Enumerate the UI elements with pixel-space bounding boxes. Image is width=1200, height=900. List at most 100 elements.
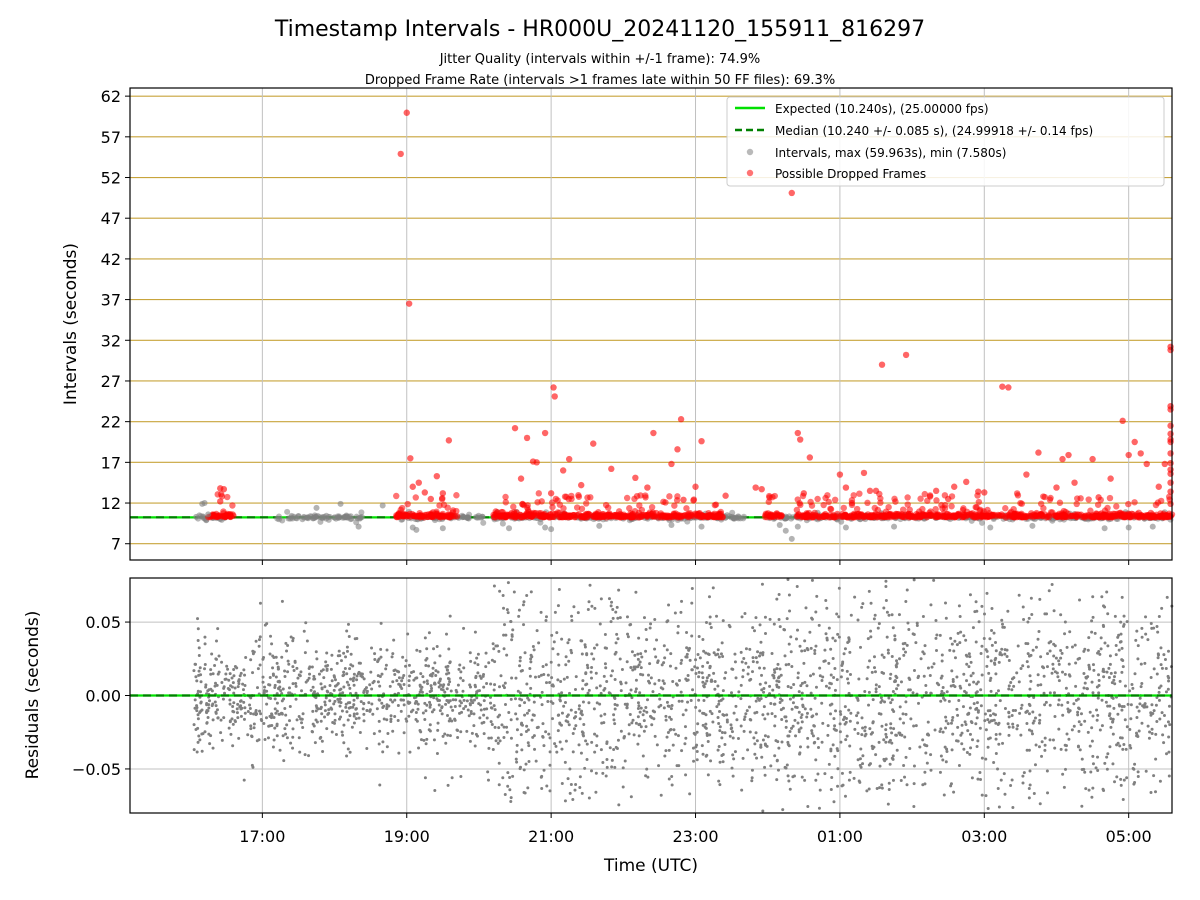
residual-point xyxy=(288,719,292,723)
residual-point xyxy=(765,744,769,748)
dropped-frame-point xyxy=(997,512,1004,519)
residual-point xyxy=(1155,696,1159,700)
residual-point xyxy=(760,688,764,692)
residual-point xyxy=(748,730,752,734)
residual-point xyxy=(565,675,569,679)
residual-point xyxy=(1097,683,1101,687)
residual-point xyxy=(702,684,706,688)
residual-point xyxy=(787,779,791,783)
residual-point xyxy=(859,747,863,751)
residual-point xyxy=(755,739,759,743)
residual-point xyxy=(273,707,277,711)
dropped-frame-point xyxy=(415,479,422,486)
residual-point xyxy=(275,701,279,705)
residual-point xyxy=(413,701,417,705)
residual-point xyxy=(637,663,641,667)
residual-point xyxy=(810,729,814,733)
residual-point xyxy=(968,655,972,659)
residual-point xyxy=(289,635,293,639)
residual-point xyxy=(1052,691,1056,695)
residual-point xyxy=(1122,778,1126,782)
residual-point xyxy=(649,622,653,626)
residual-point xyxy=(681,713,685,717)
residual-point xyxy=(503,792,507,796)
residual-point xyxy=(1144,615,1148,619)
residual-point xyxy=(867,589,871,593)
residual-point xyxy=(514,712,518,716)
dropped-frame-point xyxy=(541,512,548,519)
residual-point xyxy=(312,677,316,681)
residual-point xyxy=(408,674,412,678)
residual-point xyxy=(407,684,411,688)
residual-point xyxy=(1033,716,1037,720)
residual-point xyxy=(502,725,506,729)
residual-point xyxy=(524,729,528,733)
residual-point xyxy=(690,634,694,638)
residual-point xyxy=(1096,768,1100,772)
residual-point xyxy=(1129,717,1133,721)
residual-point xyxy=(1012,684,1016,688)
residual-point xyxy=(199,673,203,677)
residual-point xyxy=(503,681,507,685)
residual-point xyxy=(776,662,780,666)
residual-point xyxy=(704,726,708,730)
residual-point xyxy=(685,652,689,656)
residual-point xyxy=(1015,727,1019,731)
residual-point xyxy=(742,657,746,661)
residual-point xyxy=(482,707,486,711)
residual-point xyxy=(1037,721,1041,725)
residual-point xyxy=(495,644,499,648)
residual-point xyxy=(1122,624,1126,628)
residual-point xyxy=(476,663,480,667)
residual-point xyxy=(636,706,640,710)
residual-point xyxy=(548,789,552,793)
dropped-frame-point xyxy=(788,189,795,197)
residual-point xyxy=(377,657,381,661)
residual-point xyxy=(241,682,245,686)
residual-point xyxy=(276,667,280,671)
interval-point xyxy=(299,516,306,523)
dropped-frame-point xyxy=(869,512,876,519)
residual-point xyxy=(812,724,816,728)
residual-point xyxy=(945,750,949,754)
residual-point xyxy=(255,686,259,690)
residual-point xyxy=(433,661,437,665)
residual-point xyxy=(399,709,403,713)
residual-point xyxy=(793,718,797,722)
residual-point xyxy=(986,655,990,659)
residual-point xyxy=(389,717,393,721)
residual-point xyxy=(275,724,279,728)
residual-point xyxy=(241,688,245,692)
residual-point xyxy=(1026,665,1030,669)
dropped-frame-point xyxy=(1073,500,1080,508)
residual-point xyxy=(1057,679,1061,683)
residual-point xyxy=(1136,770,1140,774)
residual-point xyxy=(680,599,684,603)
residuals-panel: −0.050.000.05 17:00 19:00 21:00 23:00 01:00 0… xyxy=(23,577,1174,876)
residual-point xyxy=(418,683,422,687)
residual-point xyxy=(1032,696,1036,700)
residual-point xyxy=(287,662,291,666)
residual-point xyxy=(255,712,259,716)
residual-point xyxy=(1143,705,1147,709)
residual-point xyxy=(557,663,561,667)
residual-point xyxy=(270,716,274,720)
residual-point xyxy=(837,635,841,639)
residual-point xyxy=(249,724,253,728)
dropped-frame-point xyxy=(1060,507,1068,515)
residual-point xyxy=(796,721,800,725)
residual-point xyxy=(392,669,396,673)
interval-point xyxy=(729,509,736,516)
residual-point xyxy=(1090,726,1094,730)
residual-point xyxy=(685,679,689,683)
residual-point xyxy=(758,623,762,627)
residual-point xyxy=(984,728,988,732)
residual-point xyxy=(498,713,502,717)
dropped-frame-point xyxy=(214,491,221,498)
residual-point xyxy=(385,745,389,749)
residual-point xyxy=(1079,723,1083,727)
residual-point xyxy=(940,689,944,693)
residual-point xyxy=(569,783,573,787)
residual-point xyxy=(215,708,219,712)
residual-point xyxy=(891,690,895,694)
